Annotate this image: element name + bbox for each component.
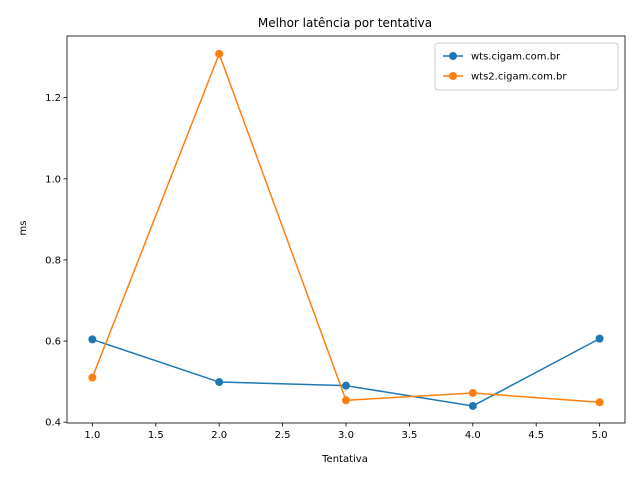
y-tick-label: 1.0 <box>45 174 61 185</box>
x-tick-label: 3.0 <box>338 430 354 441</box>
data-point <box>342 396 350 405</box>
x-tick-label: 4.0 <box>465 430 481 441</box>
axes-frame <box>66 35 626 424</box>
x-tick-label: 5.0 <box>592 430 608 441</box>
x-axis: 1.0 1.5 2.0 2.5 3.0 3.5 4.0 4.5 5.0 <box>84 423 608 441</box>
legend-item: wts.cigam.com.br <box>443 52 561 63</box>
x-tick-label: 2.5 <box>275 430 291 441</box>
y-tick-label: 0.6 <box>45 337 61 348</box>
chart-title: Melhor latência por tentativa <box>258 16 432 30</box>
data-point <box>468 401 477 410</box>
legend: wts.cigam.com.br wts2.cigam.com.br <box>434 42 619 91</box>
x-tick-label: 2.0 <box>211 430 227 441</box>
legend-label: wts2.cigam.com.br <box>471 72 567 83</box>
x-tick-label: 3.5 <box>401 430 417 441</box>
y-axis-label: ms <box>18 221 29 236</box>
legend-label: wts.cigam.com.br <box>471 52 561 63</box>
y-axis: 0.4 0.6 0.8 1.0 1.2 <box>45 93 67 429</box>
x-axis-label: Tentativa <box>321 454 368 465</box>
data-point <box>215 49 224 58</box>
data-point <box>88 335 97 344</box>
plot-area <box>66 35 626 424</box>
legend-marker <box>449 72 457 80</box>
legend-marker <box>449 52 457 60</box>
x-tick-label: 1.5 <box>148 430 164 441</box>
series-layer <box>88 49 604 410</box>
y-tick-label: 1.2 <box>45 93 61 104</box>
data-point <box>595 334 604 343</box>
x-tick-label: 4.5 <box>528 430 544 441</box>
series-1 <box>88 334 604 410</box>
data-point <box>595 398 604 407</box>
y-tick-label: 0.8 <box>45 255 61 266</box>
x-tick-label: 1.0 <box>84 430 100 441</box>
data-point <box>468 388 477 397</box>
legend-item: wts2.cigam.com.br <box>443 72 567 83</box>
data-point <box>342 381 350 390</box>
series-2 <box>88 49 604 407</box>
y-tick-label: 0.4 <box>45 418 61 429</box>
data-point <box>88 373 97 382</box>
data-point <box>215 378 224 387</box>
legend-box <box>434 42 619 91</box>
